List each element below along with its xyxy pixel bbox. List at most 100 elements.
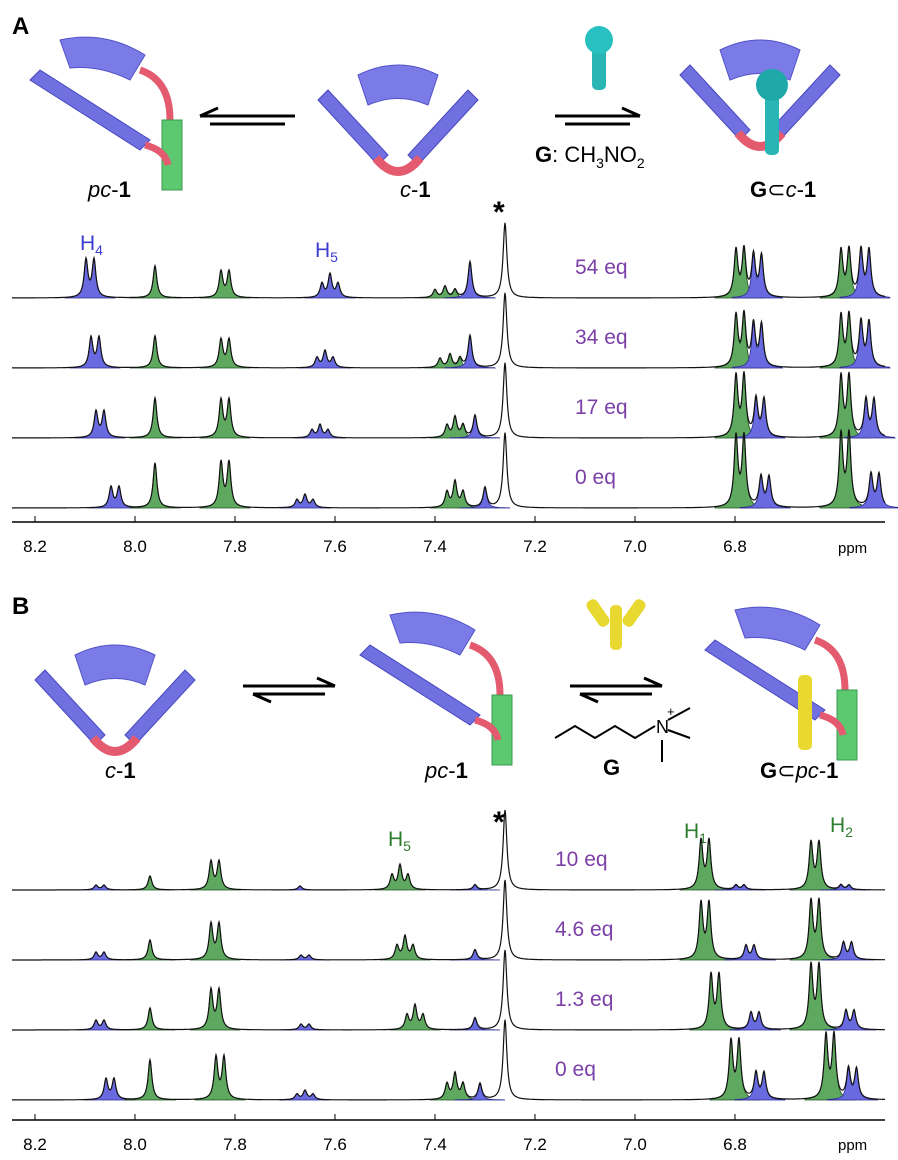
tick-label: 7.2 bbox=[523, 537, 547, 556]
spectrum-label: 0 eq bbox=[575, 466, 616, 489]
guest-label: G bbox=[603, 755, 620, 780]
peak bbox=[199, 336, 251, 369]
tick-label: 8.0 bbox=[123, 537, 147, 556]
spectrum-label: 54 eq bbox=[575, 256, 628, 279]
peak bbox=[294, 423, 347, 439]
equilibrium-arrows bbox=[243, 676, 663, 704]
tick-label: 7.0 bbox=[623, 1135, 647, 1154]
peak bbox=[304, 272, 356, 299]
spectra bbox=[11, 809, 886, 1101]
tick-label: 6.8 bbox=[723, 1135, 747, 1154]
tick-label: 6.8 bbox=[723, 537, 747, 556]
peak-label: H5 bbox=[388, 828, 411, 854]
cartoon bbox=[318, 65, 478, 172]
spectrum-label: 34 eq bbox=[575, 326, 628, 349]
species-label: c-1 bbox=[105, 758, 136, 783]
spectrum-label: 4.6 eq bbox=[555, 918, 613, 941]
peak bbox=[84, 1077, 136, 1101]
peak bbox=[389, 1003, 441, 1031]
cartoon bbox=[35, 645, 195, 752]
peak bbox=[379, 934, 431, 961]
peak-label: H1 bbox=[684, 820, 707, 846]
tick-label: 7.6 bbox=[323, 537, 347, 556]
peak bbox=[739, 474, 791, 509]
peak bbox=[194, 1053, 246, 1101]
peak bbox=[124, 939, 176, 961]
species-label: G⊂pc-1 bbox=[760, 758, 838, 783]
peak bbox=[189, 858, 241, 891]
panel-label: A bbox=[12, 13, 29, 40]
guest-cartoon bbox=[586, 599, 812, 750]
peak bbox=[819, 429, 871, 509]
spectrum-line bbox=[12, 362, 886, 439]
cartoon bbox=[30, 37, 182, 190]
charge-label: + bbox=[667, 704, 675, 719]
species-label: pc-1 bbox=[87, 177, 131, 202]
peak bbox=[374, 863, 426, 891]
tick-label: 7.2 bbox=[523, 1135, 547, 1154]
tick-label: 7.6 bbox=[323, 1135, 347, 1154]
spectrum-line bbox=[12, 879, 885, 961]
peak bbox=[129, 334, 182, 369]
peak bbox=[199, 396, 251, 439]
spectrum-line bbox=[11, 1019, 885, 1101]
tick-label: 7.4 bbox=[423, 1135, 447, 1154]
peak-label: H5 bbox=[315, 239, 338, 265]
peak bbox=[279, 493, 332, 509]
peak bbox=[129, 264, 182, 299]
solvent-mark: * bbox=[493, 806, 505, 839]
peak bbox=[189, 920, 241, 961]
axis-unit: ppm bbox=[838, 540, 867, 557]
peak bbox=[124, 1007, 176, 1031]
peak bbox=[844, 396, 896, 439]
peak bbox=[849, 471, 898, 509]
equilibrium-arrows bbox=[199, 106, 641, 126]
spectrum-line bbox=[12, 292, 886, 369]
peak bbox=[429, 1070, 481, 1101]
tick-label: 7.8 bbox=[223, 1135, 247, 1154]
spectrum-label: 17 eq bbox=[575, 396, 628, 419]
peak bbox=[89, 485, 141, 509]
spectrum-label: 0 eq bbox=[555, 1058, 596, 1081]
spectrum-line bbox=[12, 809, 886, 891]
peak bbox=[789, 961, 841, 1031]
axis-ticks: 8.2 8.0 7.8 7.6 7.4 7.2 7.0 6.8 bbox=[23, 516, 747, 556]
tick-label: 7.0 bbox=[623, 537, 647, 556]
species-label: G⊂c-1 bbox=[750, 177, 816, 202]
tick-label: 7.4 bbox=[423, 537, 447, 556]
peak bbox=[199, 459, 251, 509]
peak bbox=[454, 1083, 506, 1101]
tick-label: 8.0 bbox=[123, 1135, 147, 1154]
peak bbox=[124, 875, 176, 891]
axis-unit: ppm bbox=[838, 1137, 867, 1154]
peak bbox=[69, 334, 121, 369]
tick-label: 8.2 bbox=[23, 1135, 47, 1154]
peak bbox=[129, 396, 182, 439]
spectrum-line bbox=[12, 222, 886, 299]
peak bbox=[199, 268, 251, 299]
spectrum-line bbox=[12, 429, 886, 509]
peak bbox=[449, 1017, 501, 1031]
peak bbox=[789, 897, 841, 961]
spectrum-label: 1.3 eq bbox=[555, 988, 613, 1011]
peak bbox=[124, 1058, 177, 1101]
guest-cartoon bbox=[585, 26, 788, 155]
guest-structure bbox=[554, 707, 691, 762]
tick-label: 8.2 bbox=[23, 537, 47, 556]
peak bbox=[279, 1089, 331, 1101]
peak bbox=[789, 839, 841, 891]
atom-label: N bbox=[656, 717, 669, 737]
peak bbox=[449, 949, 501, 961]
panel-label: B bbox=[12, 593, 29, 620]
cartoon bbox=[360, 612, 512, 765]
cartoon bbox=[705, 607, 857, 760]
peak bbox=[299, 349, 352, 369]
solvent-mark: * bbox=[493, 196, 505, 229]
peak bbox=[689, 971, 741, 1031]
spectrum-label: 10 eq bbox=[555, 848, 608, 871]
species-label: c-1 bbox=[400, 177, 431, 202]
peak-label: H4 bbox=[80, 232, 103, 258]
tick-label: 7.8 bbox=[223, 537, 247, 556]
peak bbox=[679, 899, 731, 961]
